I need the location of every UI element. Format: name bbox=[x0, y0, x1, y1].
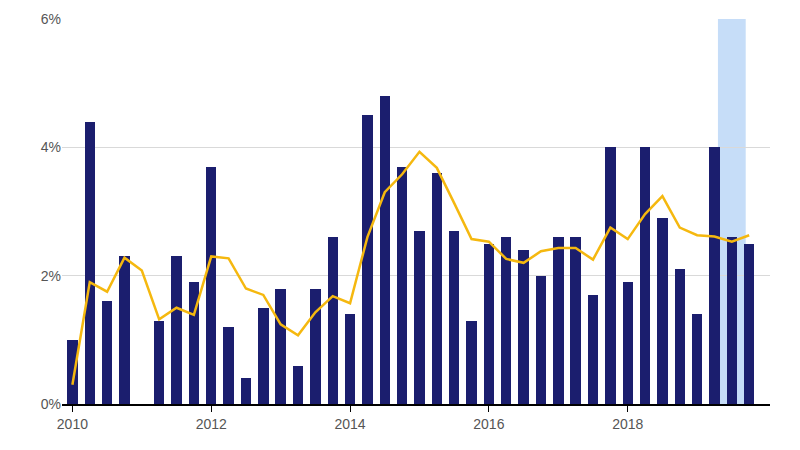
svg-text:0%: 0% bbox=[41, 396, 61, 412]
svg-text:2%: 2% bbox=[41, 268, 61, 284]
svg-text:2012: 2012 bbox=[196, 416, 227, 432]
svg-text:2010: 2010 bbox=[57, 416, 88, 432]
svg-text:2016: 2016 bbox=[473, 416, 504, 432]
svg-text:2018: 2018 bbox=[612, 416, 643, 432]
svg-text:2014: 2014 bbox=[334, 416, 365, 432]
svg-text:4%: 4% bbox=[41, 139, 61, 155]
svg-text:6%: 6% bbox=[41, 11, 61, 27]
